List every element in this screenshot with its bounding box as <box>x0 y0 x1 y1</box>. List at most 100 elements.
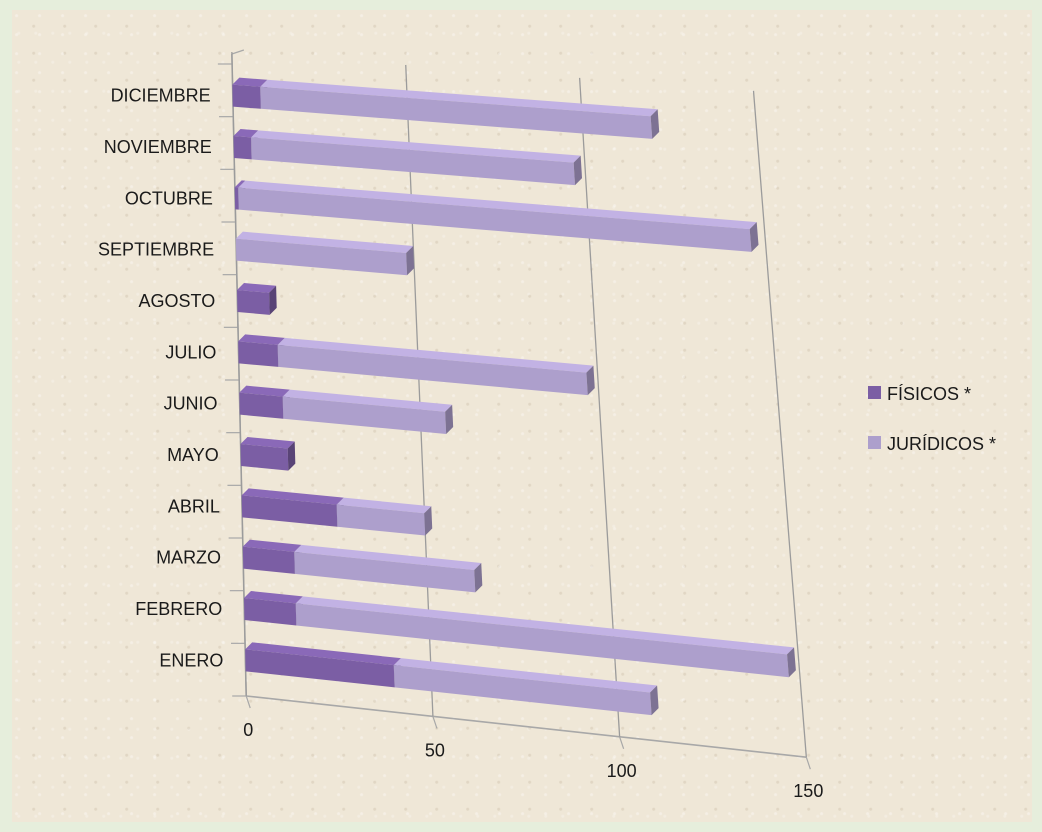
bar-febrero-juridicos <box>295 596 796 678</box>
bar-enero-fisicos <box>245 642 402 688</box>
bar-top-face <box>235 231 414 253</box>
tick-label-0: 0 <box>243 720 253 740</box>
bar-front-face <box>243 598 297 626</box>
category-label-agosto: AGOSTO <box>139 291 216 311</box>
bar-end-face <box>787 647 796 678</box>
bar-end-face <box>474 563 483 593</box>
tick-label-50: 50 <box>425 740 445 760</box>
bar-chart: ENERO FEBRERO MARZO ABRIL MAYO JUNIO JULIO AGOS… <box>98 49 996 801</box>
bar-end-face <box>406 245 415 276</box>
category-label-junio: JUNIO <box>164 394 218 414</box>
category-labels: ENERO FEBRERO MARZO ABRIL MAYO JUNIO JULIO AGOS… <box>98 86 223 671</box>
bar-front-face <box>234 187 239 210</box>
bar-end-face <box>287 441 296 471</box>
bar-front-face <box>277 344 588 396</box>
bar-front-face <box>393 665 652 716</box>
category-label-febrero: FEBRERO <box>135 599 222 619</box>
bar-top-face <box>238 334 285 345</box>
legend: FÍSICOS * JURÍDICOS * <box>868 384 996 454</box>
chart-area: ENERO FEBRERO MARZO ABRIL MAYO JUNIO JULIO AGOS… <box>12 10 1032 822</box>
value-tick-0 <box>245 695 251 709</box>
bar-junio-fisicos <box>239 385 291 419</box>
bar-top-face <box>238 180 757 230</box>
category-label-noviembre: NOVIEMBRE <box>104 137 212 157</box>
bar-top-face <box>282 389 453 412</box>
bar-top-face <box>251 130 581 163</box>
bar-abril-fisicos <box>241 488 345 527</box>
bar-top-face <box>232 77 268 87</box>
bar-top-face <box>295 596 795 655</box>
bar-front-face <box>282 396 447 435</box>
bar-end-face <box>650 685 659 716</box>
bar-end-face <box>586 365 595 396</box>
category-label-julio: JULIO <box>165 342 216 362</box>
category-label-octubre: OCTUBRE <box>125 188 213 208</box>
bar-front-face <box>245 649 395 688</box>
bar-end-face <box>749 222 759 252</box>
bar-end-face <box>650 109 660 139</box>
value-tick-50 <box>432 716 438 729</box>
bar-front-face <box>242 546 295 574</box>
bottom-axis-line <box>246 695 807 758</box>
bar-front-face <box>295 603 789 678</box>
bar-top-face <box>277 337 594 373</box>
gridline-50 <box>405 64 434 717</box>
bar-end-face <box>269 285 277 315</box>
bar-top-face <box>236 283 277 293</box>
bar-end-face <box>573 155 583 186</box>
bar-top-face <box>239 385 290 397</box>
bar-front-face <box>251 137 576 186</box>
category-label-abril: ABRIL <box>168 496 220 516</box>
bar-top-face <box>242 539 302 552</box>
bar-top-face <box>393 658 658 693</box>
tick-labels: 0 50 100 150 <box>243 720 823 801</box>
gridline-0 <box>231 51 247 697</box>
gridlines <box>231 51 811 770</box>
value-tick-100 <box>619 736 625 749</box>
gridline-100 <box>578 77 621 737</box>
bar-enero-juridicos <box>393 658 659 716</box>
legend-swatch-fisicos <box>868 386 881 399</box>
value-tick-150 <box>805 757 811 770</box>
bar-front-face <box>260 86 653 139</box>
bar-agosto-fisicos <box>236 283 277 315</box>
bar-front-face <box>294 551 476 593</box>
bar-front-face <box>236 290 270 315</box>
bar-diciembre-juridicos <box>260 79 660 139</box>
category-label-diciembre: DICIEMBRE <box>111 86 211 106</box>
category-label-marzo: MARZO <box>156 548 221 568</box>
bar-end-face <box>424 506 433 536</box>
bar-top-face <box>294 544 482 571</box>
category-label-septiembre: SEPTIEMBRE <box>98 240 214 260</box>
bar-top-face <box>233 129 259 138</box>
wall-edge <box>231 49 245 55</box>
gridline-150 <box>752 90 807 758</box>
bars <box>232 77 796 716</box>
bar-marzo-juridicos <box>294 544 483 593</box>
bar-end-face <box>445 404 454 435</box>
bar-front-face <box>240 444 289 471</box>
bar-top-face <box>234 180 246 188</box>
legend-label-fisicos: FÍSICOS * <box>887 384 971 404</box>
legend-label-juridicos: JURÍDICOS * <box>887 434 996 454</box>
bar-top-face <box>240 437 295 449</box>
bar-top-face <box>245 642 401 666</box>
category-label-enero: ENERO <box>159 650 223 670</box>
bar-front-face <box>241 495 338 527</box>
bar-septiembre-juridicos <box>235 231 415 276</box>
legend-swatch-juridicos <box>868 436 881 449</box>
bar-junio-juridicos <box>282 389 454 435</box>
bar-front-face <box>233 136 252 160</box>
bar-abril-juridicos <box>336 497 433 536</box>
bar-top-face <box>241 488 344 505</box>
category-label-mayo: MAYO <box>167 445 219 465</box>
bar-front-face <box>235 238 408 276</box>
bar-mayo-fisicos <box>240 437 296 471</box>
bar-front-face <box>336 504 426 536</box>
bar-febrero-fisicos <box>243 591 304 626</box>
bar-octubre-juridicos <box>238 180 759 252</box>
tick-label-100: 100 <box>607 761 637 781</box>
bar-front-face <box>238 341 279 367</box>
bar-front-face <box>238 187 752 252</box>
bar-julio-juridicos <box>277 337 595 396</box>
